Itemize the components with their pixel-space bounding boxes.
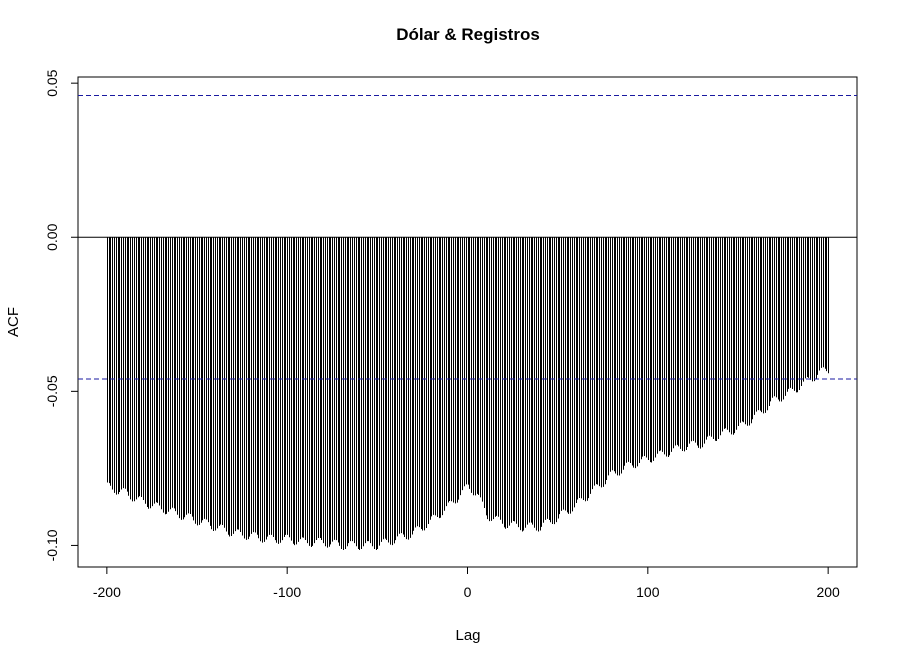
y-tick-label: -0.05 bbox=[44, 375, 60, 407]
y-tick-label: -0.10 bbox=[44, 529, 60, 561]
x-tick-label: -200 bbox=[93, 584, 121, 600]
x-tick-label: 100 bbox=[636, 584, 660, 600]
plot-area: -200 -100 0 100 200 -0.10 -0.05 0.00 0.05 bbox=[44, 69, 858, 600]
x-tick-label: -100 bbox=[273, 584, 301, 600]
x-tick-label: 0 bbox=[464, 584, 472, 600]
y-axis-label: ACF bbox=[5, 307, 22, 337]
y-tick-label: 0.00 bbox=[44, 223, 60, 250]
x-axis-label: Lag bbox=[455, 627, 480, 644]
y-tick-label: 0.05 bbox=[44, 69, 60, 96]
x-tick-label: 200 bbox=[816, 584, 840, 600]
chart-title: Dólar & Registros bbox=[396, 25, 540, 44]
